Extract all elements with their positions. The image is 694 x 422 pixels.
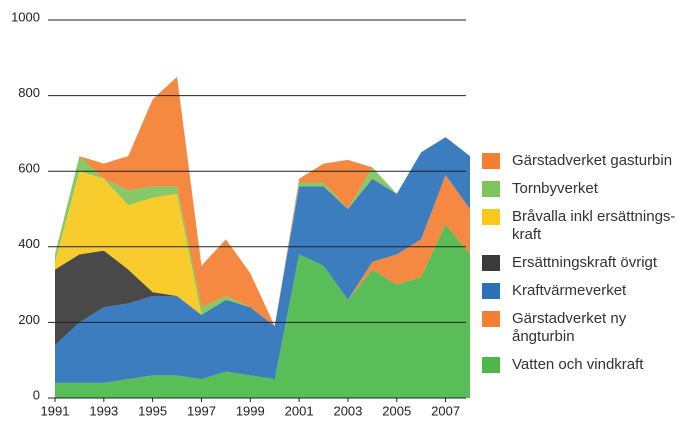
legend-swatch	[482, 283, 500, 299]
area	[55, 137, 470, 327]
area	[55, 137, 470, 327]
x-tick-label: 2003	[333, 403, 362, 418]
x-tick-label: 1991	[41, 403, 70, 418]
legend-item: Tornbyverket	[482, 180, 687, 198]
legend: Gärstadverket gasturbin Tornbyverket Bråva…	[482, 152, 687, 384]
legend-label: Tornbyverket	[512, 180, 598, 197]
legend-label: Bråvalla inkl ersättnings-kraft	[512, 208, 676, 243]
legend-item: Kraftvärmeverket	[482, 282, 687, 300]
x-tick-label: 1997	[187, 403, 216, 418]
legend-swatch	[482, 153, 500, 169]
x-tick-label: 1999	[236, 403, 265, 418]
area	[55, 76, 470, 327]
x-tick-label: 2001	[285, 403, 314, 418]
x-tick-label: 2007	[431, 403, 460, 418]
area	[55, 137, 470, 383]
legend-label: Gärstadverket gasturbin	[512, 152, 673, 169]
legend-swatch	[482, 311, 500, 327]
legend-item: Ersättningskraft övrigt	[482, 254, 687, 272]
y-tick-label: 200	[18, 312, 40, 327]
legend-swatch	[482, 181, 500, 197]
y-tick-label: 800	[18, 85, 40, 100]
legend-swatch	[482, 357, 500, 373]
legend-item: Vatten och vindkraft	[482, 356, 687, 374]
legend-label: Vatten och vindkraft	[512, 356, 644, 373]
y-tick-label: 0	[33, 387, 40, 402]
y-tick-label: 600	[18, 161, 40, 176]
legend-label: Gärstadverket ny ångturbin	[512, 310, 627, 345]
legend-item: Gärstadverket gasturbin	[482, 152, 687, 170]
legend-item: Bråvalla inkl ersättnings-kraft	[482, 208, 687, 244]
x-tick-label: 1993	[89, 403, 118, 418]
legend-swatch	[482, 209, 500, 225]
legend-item: Gärstadverket ny ångturbin	[482, 310, 687, 346]
legend-label: Ersättningskraft övrigt	[512, 254, 658, 271]
area	[55, 224, 470, 398]
y-tick-label: 1000	[11, 9, 40, 24]
legend-label: Kraftvärmeverket	[512, 282, 627, 299]
x-tick-label: 2005	[382, 403, 411, 418]
x-tick-label: 1995	[138, 403, 167, 418]
y-tick-label: 400	[18, 236, 40, 251]
legend-swatch	[482, 255, 500, 271]
